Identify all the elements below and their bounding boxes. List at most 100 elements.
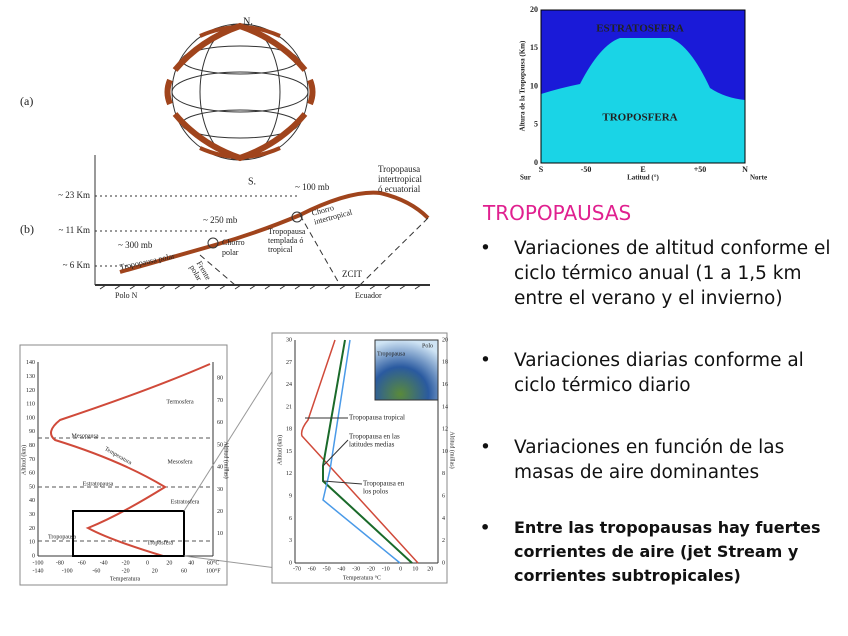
bullet-text: Variaciones diarias conforme al ciclo té… [514, 350, 804, 396]
label: 14 [442, 404, 448, 410]
label: Temperatura [110, 576, 141, 582]
label: 140 [26, 360, 35, 366]
label: 0 [442, 560, 445, 566]
label: TROPOSFERA [602, 112, 677, 124]
label: 20 [166, 560, 172, 566]
troposphere-area [541, 38, 745, 163]
zoom-lines [294, 339, 439, 564]
label: 60°C [207, 559, 219, 566]
label: N [742, 165, 748, 174]
label: Altitud (km) [276, 435, 283, 465]
label: 70 [29, 457, 35, 463]
globe [164, 22, 316, 162]
label: 15 [286, 449, 292, 455]
label: 4 [442, 516, 445, 522]
label: Sur [520, 174, 531, 182]
label: Troposfera [147, 539, 173, 546]
label: -80 [56, 560, 64, 566]
label: 0 [146, 560, 149, 566]
label: 120 [26, 388, 35, 394]
label: Ecuador [355, 291, 382, 300]
label: 10 [442, 449, 448, 455]
label: ~ 100 mb [295, 182, 330, 192]
label: -30 [352, 566, 360, 572]
label: 27 [286, 360, 292, 366]
bullet: • [480, 350, 491, 371]
label: -10 [382, 566, 390, 572]
label: Tropopausa [377, 351, 405, 357]
label: Norte [750, 174, 767, 182]
label: 90 [29, 429, 35, 435]
label: ~ 23 Km [58, 190, 90, 200]
label: 12 [442, 427, 448, 433]
label: 100°F [206, 567, 221, 574]
label: 16 [442, 382, 448, 388]
label: N. [243, 16, 253, 27]
label: 50 [217, 442, 223, 448]
label: Termosfera [166, 398, 194, 405]
label: -60 [92, 568, 100, 574]
bullet-text: Entre las tropopausas hay fuertes corrie… [514, 518, 821, 585]
label: (b) [20, 222, 34, 236]
label: Mesosfera [168, 458, 193, 465]
label: 30 [217, 487, 223, 493]
label: 8 [442, 471, 445, 477]
label: templada ó [268, 236, 303, 245]
label: 20 [442, 337, 448, 343]
bullet: • [480, 437, 491, 458]
label: +50 [694, 165, 707, 174]
label: 0 [32, 553, 35, 559]
label: Tropopausa en [363, 480, 405, 488]
label: S [539, 165, 544, 174]
label: tropical [268, 245, 293, 254]
label: 0 [534, 158, 538, 167]
label: 60 [29, 471, 35, 477]
bullet: • [480, 238, 491, 259]
label: Altitud (millas) [449, 431, 456, 468]
label: Polo N [115, 291, 138, 300]
label: ESTRATOSFERA [596, 23, 684, 35]
plot-frame [540, 9, 746, 164]
label: -40 [100, 560, 108, 566]
label: 20 [29, 526, 35, 532]
label: latitudes medias [349, 441, 395, 449]
label: -60 [78, 560, 86, 566]
label: E [640, 165, 645, 174]
bullet: • [480, 518, 491, 537]
label: 20 [427, 566, 433, 572]
label: 6 [289, 516, 292, 522]
label: ZCIT [342, 269, 362, 279]
label: 30 [29, 512, 35, 518]
label: 24 [286, 382, 292, 388]
label: 6 [442, 493, 445, 499]
label: 80 [29, 443, 35, 449]
label: 18 [442, 360, 448, 366]
label: 12 [286, 471, 292, 477]
label: -20 [122, 568, 130, 574]
label: 10 [530, 81, 538, 90]
label: -100 [62, 568, 73, 574]
label: Polo [422, 343, 433, 349]
bullet-text: Variaciones de altitud conforme el ciclo… [514, 238, 831, 309]
label: 40 [217, 465, 223, 471]
label: 10 [29, 540, 35, 546]
label: -20 [122, 560, 130, 566]
label: 50 [29, 484, 35, 490]
label: S. [248, 176, 256, 187]
label: (a) [20, 94, 33, 108]
label: 21 [286, 404, 292, 410]
label: 100 [26, 415, 35, 421]
label: los polos [363, 488, 388, 496]
label: Altitud (millas) [223, 441, 230, 478]
label: Chorro [222, 238, 245, 247]
label: 20 [530, 5, 538, 14]
label: 2 [442, 538, 445, 544]
label: polar [222, 248, 239, 257]
label: Estratosfera [171, 498, 200, 505]
label: Altitud (km) [20, 445, 27, 475]
label: 15 [530, 43, 538, 52]
label: -140 [33, 568, 44, 574]
label: 10 [217, 531, 223, 537]
label: Tropopausa [48, 534, 76, 540]
label: ~ 11 Km [58, 225, 90, 235]
